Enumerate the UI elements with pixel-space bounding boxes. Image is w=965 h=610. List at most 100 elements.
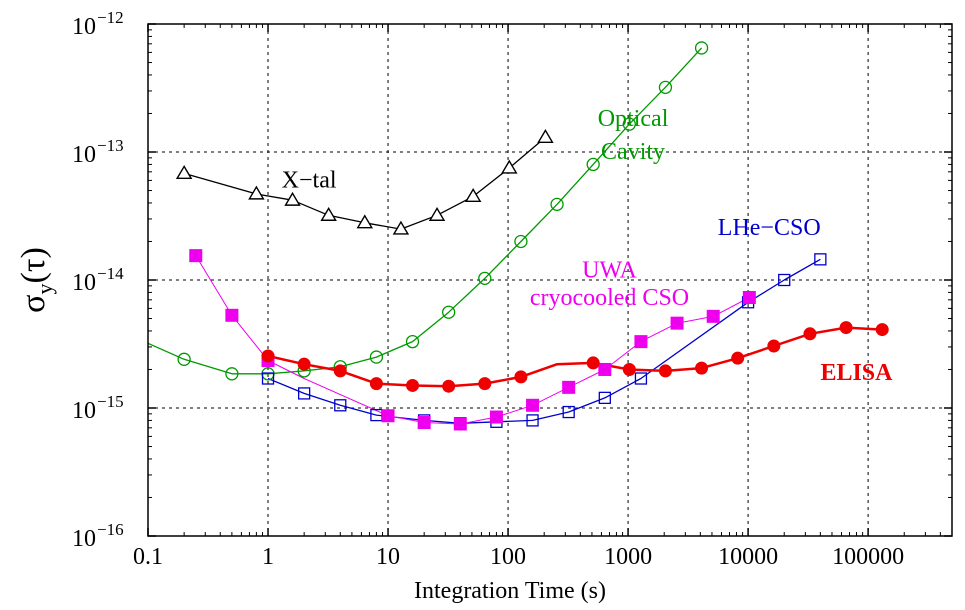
xtal-marker (175, 165, 193, 180)
uwa-cso-marker (489, 410, 503, 424)
x-tick-label: 10000 (718, 544, 778, 570)
optical-cavity-marker (225, 367, 239, 381)
y-tick-exponent: −13 (97, 136, 124, 155)
optical-cavity-marker (442, 305, 456, 319)
xtal-line (183, 136, 546, 230)
uwa-cso-line (195, 255, 750, 425)
elisa-marker (442, 379, 456, 393)
marker-layer (175, 41, 889, 431)
optical-cavity-marker (586, 157, 600, 172)
uwa-cso-marker (634, 335, 648, 349)
elisa-marker (658, 364, 672, 378)
y-tick-exponent: −16 (97, 520, 124, 539)
y-tick-label: 10 (72, 526, 96, 552)
optical-cavity-label: Optical (598, 106, 669, 132)
elisa-marker (478, 377, 492, 391)
y-axis-title: σy(τ) (15, 247, 57, 313)
elisa-label: ELISA (820, 360, 893, 386)
optical-cavity-marker (514, 234, 528, 249)
optical-cavity-marker (694, 41, 709, 55)
y-tick-base: 10 (72, 526, 96, 552)
optical-cavity-marker (177, 352, 191, 366)
uwa-cso-marker (706, 309, 720, 323)
xtal-marker (356, 214, 373, 229)
y-tick-base: 10 (72, 398, 96, 424)
y-axis-title-sub: y (32, 283, 57, 294)
lhe-cso-marker (562, 405, 575, 419)
optical-cavity-marker (405, 334, 420, 349)
y-tick-label: 10 (72, 270, 96, 296)
grid-layer (148, 24, 952, 536)
elisa-marker (622, 362, 636, 376)
elisa-marker (333, 364, 347, 378)
uwa-cso-marker (417, 416, 431, 430)
uwa-cso-marker (453, 417, 467, 431)
uwa-cso-marker (189, 249, 203, 263)
lhe-cso-marker (634, 372, 648, 385)
lhe-cso-marker (814, 253, 827, 266)
optical-cavity-marker (478, 271, 492, 286)
elisa-marker (261, 349, 275, 363)
elisa-marker (297, 357, 311, 371)
lhe-cso-marker (526, 414, 539, 427)
x-tick-label: 100 (490, 544, 526, 570)
uwa-cso-marker (225, 308, 239, 322)
x-tick-label: 1000 (604, 544, 652, 570)
y-tick-label: 10 (72, 14, 96, 40)
xtal-label: X−tal (282, 167, 337, 193)
optical-cavity-marker (622, 117, 636, 131)
uwa-cso-marker (526, 398, 540, 412)
x-tick-label: 1 (262, 544, 274, 570)
uwa-cso-marker (742, 290, 756, 304)
xtal-marker (284, 191, 301, 206)
xtal-marker (392, 220, 410, 235)
lhe-cso-marker (778, 273, 791, 287)
elisa-line (267, 326, 883, 388)
y-tick-label: 10 (72, 398, 96, 424)
optical-cavity-line (147, 47, 703, 375)
uwa-cso-marker (562, 380, 576, 394)
lhe-cso-marker (261, 372, 275, 385)
y-tick-base: 10 (72, 14, 96, 40)
xtal-marker (537, 129, 554, 144)
lhe-cso-marker (297, 387, 311, 400)
y-tick-exponent: −15 (97, 392, 124, 411)
uwa-cso-marker (670, 316, 684, 330)
x-axis-title: Integration Time (s) (414, 578, 606, 604)
elisa-marker (875, 323, 889, 337)
uwa-cso-marker (598, 362, 612, 376)
xtal-marker (428, 206, 446, 221)
y-axis-title-tail: (τ) (15, 247, 52, 283)
elisa-marker (839, 321, 853, 335)
xtal-marker (320, 206, 337, 221)
optical-cavity-marker (369, 350, 384, 364)
elisa-marker (695, 361, 709, 375)
xtal-marker (248, 185, 265, 200)
uwa-cso-label: UWA (582, 257, 637, 283)
elisa-marker (406, 378, 420, 392)
optical-cavity-label: Cavity (601, 139, 665, 165)
elisa-marker (514, 370, 528, 384)
x-tick-label: 0.1 (133, 544, 163, 570)
uwa-cso-marker (381, 409, 395, 423)
xtal-marker (501, 159, 518, 174)
elisa-marker (767, 339, 781, 353)
y-axis-title-main: σ (15, 294, 52, 312)
x-tick-label: 10 (376, 544, 400, 570)
lhe-cso-marker (334, 399, 347, 412)
uwa-cso-label: cryocooled CSO (530, 285, 689, 311)
y-tick-label: 10 (72, 142, 96, 168)
optical-cavity-marker (658, 80, 673, 94)
elisa-marker (586, 356, 600, 370)
elisa-marker (803, 327, 817, 341)
lhe-cso-marker (598, 391, 611, 405)
elisa-marker (731, 351, 745, 365)
x-tick-label: 100000 (832, 544, 904, 570)
lhe-cso-label: LHe−CSO (718, 215, 821, 241)
optical-cavity-marker (550, 197, 564, 211)
y-tick-base: 10 (72, 142, 96, 168)
